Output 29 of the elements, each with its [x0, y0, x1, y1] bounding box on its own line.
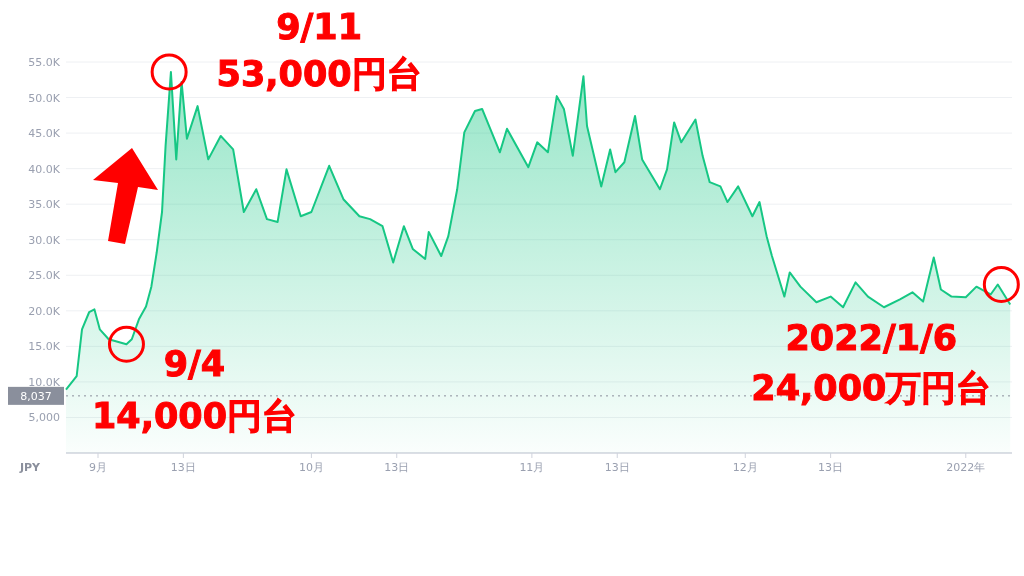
annotation: 9/4 14,000円台: [91, 344, 297, 437]
y-tick-label: 20.0K: [28, 304, 61, 318]
y-tick-label: 50.0K: [28, 91, 61, 105]
y-tick-label: 45.0K: [28, 127, 61, 141]
x-tick-label: 13日: [604, 461, 630, 474]
x-tick-label: 11月: [519, 461, 545, 474]
annotation: 9/4 14,000円台: [91, 325, 297, 437]
x-tick-label: 12月: [732, 461, 758, 474]
y-tick-label: 35.0K: [28, 198, 61, 212]
annotation: 9/11 53,000円台: [150, 6, 422, 94]
y-axis-title: JPY: [18, 461, 42, 474]
annotation: 2022/1/6 24,000万円台: [751, 266, 1020, 408]
x-tick-label: 9月: [89, 461, 108, 474]
y-tick-label: 15.0K: [28, 340, 61, 354]
x-tick-label: 13日: [170, 461, 196, 474]
ref-label: 8,037: [8, 386, 64, 405]
y-tick-label: 55.0K: [28, 56, 61, 69]
y-tick-label: 5,000: [28, 411, 60, 425]
x-tick-label: 13日: [384, 461, 410, 474]
annotation: 2022/1/6 24,000万円台: [751, 317, 992, 408]
y-tick-label: 25.0K: [28, 269, 61, 283]
x-tick-label: 10月: [298, 461, 324, 474]
x-tick-label: 13日: [818, 461, 844, 474]
y-tick-label: 40.0K: [28, 162, 61, 176]
y-tick-label: 10.0K: [28, 375, 61, 389]
ref-line-label: 8,037: [20, 389, 52, 403]
y-tick-label: 30.0K: [28, 233, 61, 247]
x-tick-label: 2022年: [946, 461, 986, 474]
annotation: 9/11 53,000円台: [216, 6, 422, 94]
